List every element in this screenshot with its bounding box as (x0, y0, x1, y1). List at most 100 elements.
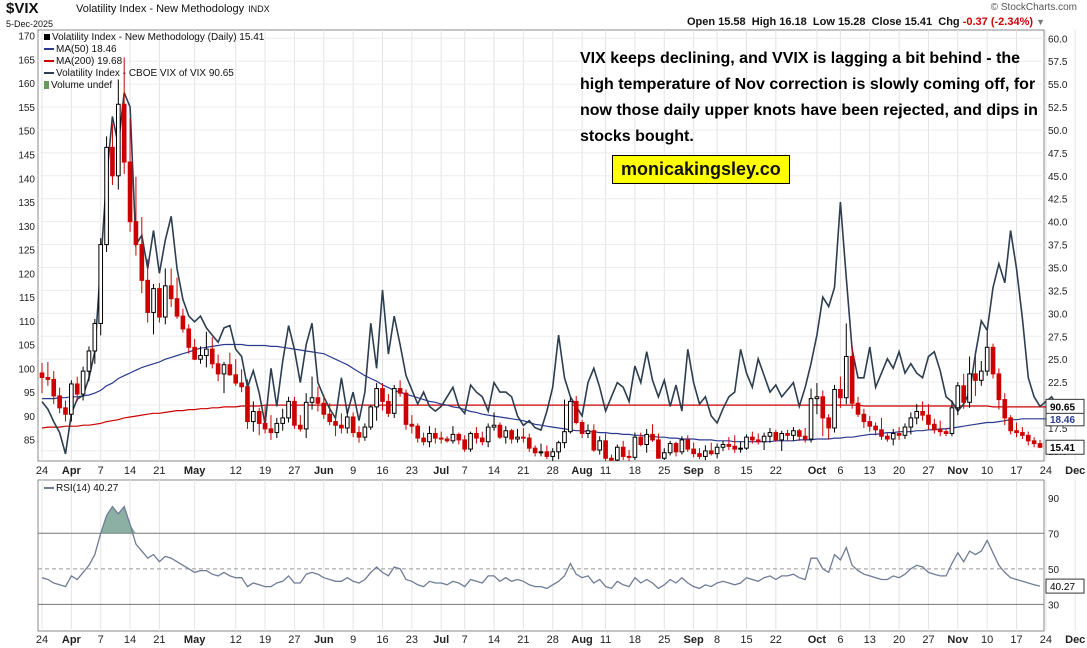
author-site-box[interactable]: monicakingsley.co (612, 155, 790, 184)
candle-body (943, 431, 949, 434)
quote-high: 16.18 (779, 16, 807, 28)
candle-body (180, 315, 186, 330)
candle-body (961, 385, 967, 403)
legend-main-text: Volatility Index - New Methodology (Dail… (52, 32, 265, 43)
candle-body (350, 416, 356, 434)
candle-body (755, 439, 761, 443)
candle-body (526, 437, 532, 449)
candle-body (838, 388, 843, 399)
candle-body (861, 413, 867, 423)
x-tick-label: 13 (864, 634, 876, 646)
rsi-last-tag-box (1045, 578, 1085, 594)
last-price-tag-text: 15.41 (1050, 443, 1075, 454)
left-axis-tick-label: 115 (19, 293, 35, 304)
x-tick-label: 21 (153, 634, 165, 646)
right-axis-tick-label: 40.0 (1048, 218, 1068, 229)
x-tick-label: Sep (684, 634, 704, 646)
right-axis-tick-label: 52.5 (1048, 103, 1068, 114)
candle-body (714, 446, 720, 455)
candle-body (955, 385, 961, 409)
candle-body (879, 429, 884, 437)
dropdown-triangle-icon[interactable]: ▼ (1036, 17, 1045, 27)
candle-body (145, 279, 150, 313)
candle-body (603, 440, 608, 459)
candle-body (433, 432, 438, 439)
x-tick-label: 9 (350, 465, 356, 477)
candle-body (474, 432, 479, 439)
x-tick-label: 13 (864, 465, 876, 477)
quote-change: -0.37 (-2.34%) (962, 16, 1034, 28)
candle-body (438, 437, 444, 440)
candle-body (708, 450, 714, 455)
legend-ma200-text: MA(200) 19.68 (56, 56, 123, 67)
candle-body (673, 443, 679, 453)
candle-body (1020, 432, 1025, 436)
candle-body (104, 146, 109, 246)
ma200-line (41, 404, 1082, 429)
x-tick-label: 27 (288, 465, 300, 477)
candle-body (280, 417, 286, 424)
candle-body (996, 373, 1002, 401)
candle-body (902, 426, 908, 436)
x-tick-label: 20 (893, 634, 905, 646)
rsi-last-tag-text: 40.27 (1050, 582, 1075, 593)
candle-body (168, 285, 174, 300)
candle-body (344, 416, 350, 429)
candle-body (456, 433, 462, 441)
candle-body (726, 443, 732, 447)
brand-watermark: © StockCharts.com (990, 2, 1077, 13)
candle-body (121, 103, 127, 163)
x-tick-label: Aug (571, 465, 592, 477)
legend-volume: Volume undef (44, 80, 264, 92)
right-axis-tick-label: 45.0 (1048, 172, 1068, 183)
candle-body (697, 453, 702, 457)
legend-vvix: Volatility Index - CBOE VIX of VIX 90.65 (44, 68, 264, 80)
x-tick-label: 23 (406, 465, 418, 477)
left-axis-tick-label: 125 (18, 246, 35, 257)
x-tick-label: Nov (947, 465, 969, 477)
x-tick-label: 28 (547, 634, 559, 646)
quote-low: 15.28 (837, 16, 866, 28)
candle-body (368, 406, 374, 428)
x-tick-label: 7 (462, 465, 468, 477)
candle-body (896, 432, 902, 436)
candle-body (626, 455, 632, 458)
analysis-annotation: VIX keeps declining, and VVIX is lagging… (580, 50, 1038, 145)
x-tick-label: Oct (808, 465, 827, 477)
candle-body (397, 388, 403, 394)
candle-body (820, 396, 826, 419)
candle-body (591, 430, 597, 451)
x-tick-label: 15 (740, 634, 752, 646)
candle-body (204, 348, 209, 357)
x-tick-label: 24 (1040, 634, 1052, 646)
candle-body (873, 425, 878, 431)
candle-body (292, 400, 297, 426)
quote-open: 15.58 (718, 16, 746, 28)
rsi-overbought-fill (100, 506, 136, 534)
x-tick-label: 8 (714, 465, 720, 477)
candle-body (544, 451, 550, 457)
right-axis-tick-label: 22.5 (1048, 378, 1068, 389)
rsi-right-tick-label: 90 (1048, 494, 1060, 505)
candle-body (796, 430, 802, 437)
candle-body (139, 244, 145, 281)
x-tick-label: Jun (314, 465, 334, 477)
legend-main: Volatility Index - New Methodology (Dail… (44, 32, 264, 44)
x-tick-label: Oct (808, 634, 827, 646)
x-tick-label: Jul (433, 634, 449, 646)
candle-body (509, 430, 514, 440)
right-axis-tick-label: 25.0 (1048, 355, 1068, 366)
right-axis-tick-label: 57.5 (1048, 57, 1068, 68)
left-axis-tick-label: 160 (18, 79, 35, 90)
candle-body (1037, 443, 1043, 448)
x-tick-label: Jul (433, 465, 449, 477)
candle-body (914, 410, 920, 419)
candle-body (791, 430, 796, 436)
x-tick-label: Jun (314, 634, 334, 646)
x-tick-label: 17 (1010, 634, 1022, 646)
candle-body (521, 436, 526, 439)
candle-body (115, 103, 121, 177)
candle-body (732, 445, 738, 450)
candle-body (356, 432, 362, 438)
